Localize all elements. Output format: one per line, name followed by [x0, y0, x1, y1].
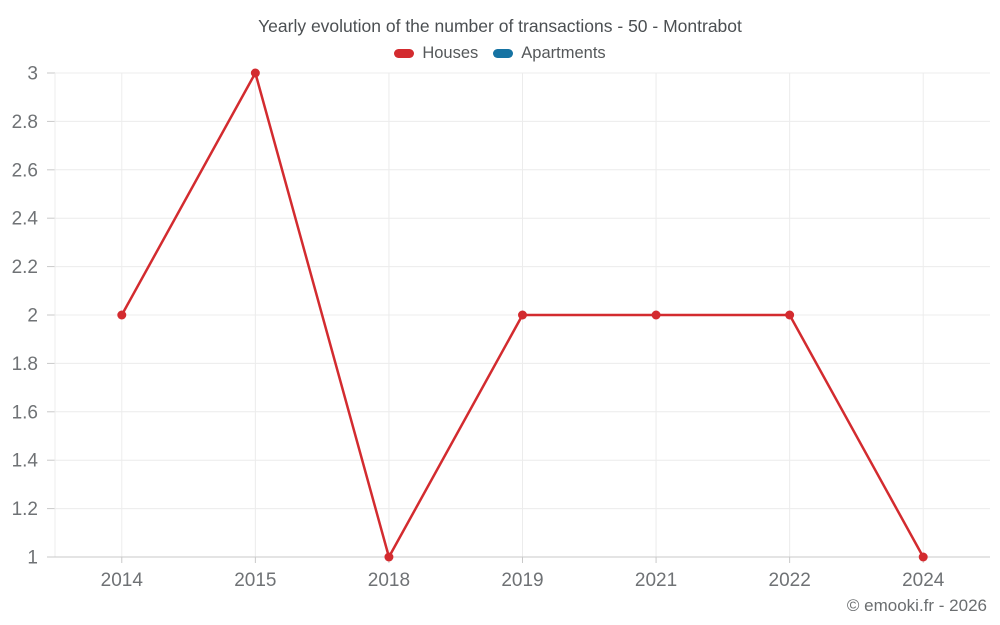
svg-text:1.8: 1.8 — [12, 354, 38, 375]
svg-text:1.2: 1.2 — [12, 499, 38, 520]
houses-series-swatch-icon — [394, 49, 415, 58]
svg-text:2019: 2019 — [501, 570, 543, 591]
svg-text:2022: 2022 — [769, 570, 811, 591]
svg-text:2: 2 — [27, 306, 38, 327]
legend-label-houses: Houses — [422, 44, 479, 62]
legend-item-apartments[interactable]: Apartments — [493, 44, 606, 63]
legend-item-houses[interactable]: Houses — [394, 44, 478, 63]
svg-text:2021: 2021 — [635, 570, 677, 591]
legend: Houses Apartments — [0, 44, 1000, 63]
svg-text:1.4: 1.4 — [12, 451, 39, 472]
chart-title: Yearly evolution of the number of transa… — [258, 16, 742, 36]
svg-text:2015: 2015 — [234, 570, 276, 591]
svg-text:3: 3 — [27, 64, 38, 85]
svg-text:1: 1 — [27, 548, 38, 569]
svg-text:2.8: 2.8 — [12, 112, 38, 133]
apartments-series-swatch-icon — [493, 49, 514, 58]
svg-text:2024: 2024 — [902, 570, 945, 591]
legend-label-apartments: Apartments — [521, 44, 606, 62]
copyright-text: © emooki.fr - 2026 — [846, 596, 987, 615]
svg-text:1.6: 1.6 — [12, 402, 38, 423]
svg-text:2.2: 2.2 — [12, 257, 38, 278]
svg-text:2.6: 2.6 — [12, 160, 38, 181]
svg-text:2.4: 2.4 — [12, 209, 39, 230]
svg-text:2018: 2018 — [368, 570, 410, 591]
svg-text:2014: 2014 — [101, 570, 144, 591]
